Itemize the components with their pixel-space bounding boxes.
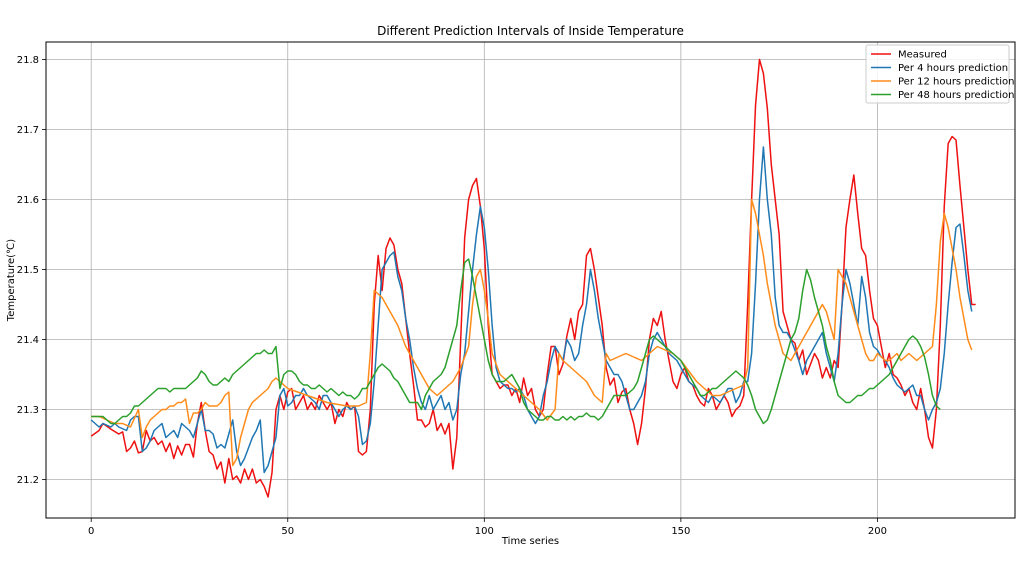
chart-title: Different Prediction Intervals of Inside… [377,24,684,38]
legend-label: Per 4 hours prediction [898,63,1008,74]
x-axis-label: Time series [501,536,559,547]
x-tick-label: 150 [671,526,690,537]
y-tick-label: 21.8 [17,55,39,66]
x-tick-label: 50 [281,526,294,537]
series-line-3 [91,258,941,425]
x-tick-label: 0 [88,526,94,537]
y-axis-label: Temperature(℃) [6,239,17,322]
legend-label: Per 12 hours prediction [898,77,1014,88]
legend: Measured Per 4 hours prediction Per 12 hou… [865,44,1014,104]
x-tick-label: 200 [868,526,887,537]
grid [46,42,1015,518]
x-tick-label: 100 [475,526,494,537]
legend-label: Measured [898,50,947,61]
y-tick-label: 21.4 [17,335,39,346]
y-tick-label: 21.7 [17,125,39,136]
plot-frame [45,41,1016,519]
series-line-1 [90,146,973,474]
series-line-2 [91,198,973,467]
legend-frame [865,44,1010,104]
legend-label: Per 48 hours prediction [898,90,1014,101]
y-tick-label: 21.2 [17,475,39,486]
y-tick-label: 21.6 [17,195,39,206]
y-tick-label: 21.3 [17,405,39,416]
series-lines [90,58,976,498]
y-tick-label: 21.5 [17,265,39,276]
axis-ticks: 0 50 100 150 200 21.2 21.3 21.4 21.5 21.6 21.7 21.8 [17,55,887,537]
